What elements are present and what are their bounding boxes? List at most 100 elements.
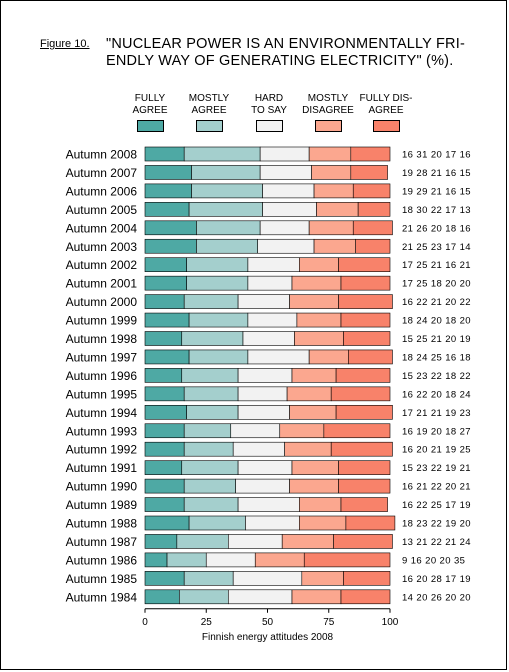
bar-segment-fully-disagree: [335, 368, 391, 383]
category-label: Autumn 1989: [66, 498, 138, 512]
bar-segment-mostly-agree: [181, 331, 244, 346]
legend-item-hard-to-say: HARD TO SAY: [229, 91, 309, 132]
category-label: Autumn 2006: [66, 184, 138, 198]
bar-segment-hard-to-say: [205, 552, 256, 568]
category-label: Autumn 2007: [66, 166, 138, 180]
bar-segment-mostly-disagree: [289, 294, 339, 309]
bar-segment-fully-disagree: [345, 515, 396, 531]
row-values: 16 22 21 20 22: [402, 297, 471, 308]
bar-segment-fully-disagree: [340, 589, 391, 605]
category-label: Autumn 1998: [66, 332, 138, 346]
bar-segment-mostly-agree: [183, 571, 234, 586]
bar-segment-fully-agree: [144, 238, 197, 254]
bar-segment-fully-disagree: [340, 497, 388, 512]
bar-segment-mostly-disagree: [279, 423, 325, 439]
bar-segment-fully-agree: [144, 404, 187, 420]
category-label: Autumn 1984: [66, 590, 138, 604]
legend-swatch: [195, 120, 223, 132]
bar-segment-fully-agree: [144, 331, 183, 346]
bar-segment-mostly-disagree: [281, 534, 334, 549]
category-label: Autumn 2000: [66, 295, 138, 309]
row-values: 16 22 25 17 19: [402, 500, 471, 511]
row-values: 17 21 21 19 23: [402, 408, 471, 419]
bar-segment-fully-disagree: [348, 349, 393, 365]
bar-segment-mostly-disagree: [286, 386, 332, 402]
bar-segment-hard-to-say: [262, 202, 317, 217]
x-tick-label: 25: [201, 617, 213, 628]
row-values: 16 31 20 17 16: [402, 150, 471, 161]
bar-segment-mostly-agree: [183, 386, 239, 402]
bar-segment-fully-disagree: [340, 312, 391, 328]
row-values: 16 20 28 17 19: [402, 574, 471, 585]
bar-segment-mostly-disagree: [291, 275, 342, 291]
bar-segment-hard-to-say: [262, 183, 315, 199]
bar-segment-mostly-agree: [196, 238, 258, 254]
bar-segment-fully-agree: [144, 312, 190, 328]
bar-segment-fully-disagree: [340, 275, 391, 291]
bar-segment-mostly-disagree: [289, 478, 339, 494]
legend-label: FULLY DIS- AGREE: [359, 93, 413, 116]
category-label: Autumn 2002: [66, 258, 138, 272]
category-label: Autumn 1995: [66, 387, 138, 401]
bar-segment-hard-to-say: [259, 146, 310, 162]
figure-label: Figure 10.: [40, 38, 90, 50]
bar-segment-hard-to-say: [228, 589, 293, 605]
bar-segment-mostly-disagree: [316, 202, 359, 217]
bar-segment-mostly-disagree: [291, 460, 339, 475]
bar-segment-fully-disagree: [343, 571, 391, 586]
bar-segment-mostly-disagree: [299, 257, 339, 273]
bar-segment-fully-disagree: [333, 534, 393, 549]
bar-segment-mostly-agree: [186, 275, 249, 291]
bar-segment-mostly-disagree: [284, 441, 332, 457]
row-values: 21 26 20 18 16: [402, 223, 471, 234]
category-label: Autumn 1992: [66, 443, 138, 457]
bar-segment-mostly-disagree: [299, 497, 342, 512]
bar-segment-fully-disagree: [323, 423, 391, 439]
bar-segment-hard-to-say: [237, 294, 290, 309]
bar-segment-mostly-agree: [166, 552, 207, 568]
bar-segment-mostly-disagree: [311, 165, 352, 180]
category-label: Autumn 1986: [66, 553, 138, 567]
bar-segment-fully-agree: [144, 571, 185, 586]
bar-segment-hard-to-say: [247, 257, 300, 273]
row-values: 13 21 22 21 24: [402, 537, 471, 548]
bar-segment-mostly-agree: [176, 534, 229, 549]
row-values: 19 29 21 16 15: [402, 186, 471, 197]
category-label: Autumn 1988: [66, 517, 138, 531]
category-label: Autumn 1994: [66, 406, 138, 420]
row-values: 14 20 26 20 20: [402, 592, 471, 603]
bar-segment-mostly-agree: [196, 220, 261, 236]
bar-segment-fully-disagree: [352, 183, 391, 199]
bar-segment-mostly-disagree: [289, 404, 337, 420]
bar-segment-hard-to-say: [237, 404, 290, 420]
category-label: Autumn 2001: [66, 277, 138, 291]
x-axis-caption: Finnish energy attitudes 2008: [201, 632, 334, 643]
category-label: Autumn 1996: [66, 369, 138, 383]
legend-item-fully-disagree: FULLY DIS- AGREE: [346, 91, 426, 132]
bar-segment-mostly-agree: [183, 423, 232, 439]
category-label: Autumn 1993: [66, 424, 138, 438]
bar-segment-hard-to-say: [245, 515, 300, 531]
bar-segment-mostly-agree: [186, 404, 239, 420]
bar-segment-fully-disagree: [330, 386, 391, 402]
bar-segment-hard-to-say: [257, 238, 315, 254]
legend-label: MOSTLY AGREE: [188, 93, 230, 116]
bar-segment-hard-to-say: [237, 497, 300, 512]
bar-segment-mostly-disagree: [291, 368, 337, 383]
bar-segment-mostly-agree: [183, 478, 236, 494]
bar-segment-fully-agree: [144, 349, 190, 365]
bar-segment-hard-to-say: [259, 220, 310, 236]
bar-segment-fully-agree: [144, 515, 190, 531]
bar-segment-fully-disagree: [343, 331, 391, 346]
x-tick-label: 100: [382, 617, 399, 628]
bar-segment-hard-to-say: [259, 165, 312, 180]
bar-segment-mostly-agree: [186, 257, 249, 273]
bar-segment-mostly-disagree: [299, 515, 347, 531]
bar-segment-fully-agree: [144, 257, 187, 273]
row-values: 16 22 20 18 24: [402, 389, 471, 400]
bar-segment-fully-disagree: [355, 238, 391, 254]
bar-segment-fully-agree: [144, 202, 190, 217]
x-tick-label: 0: [142, 617, 148, 628]
bar-segment-fully-agree: [144, 534, 178, 549]
